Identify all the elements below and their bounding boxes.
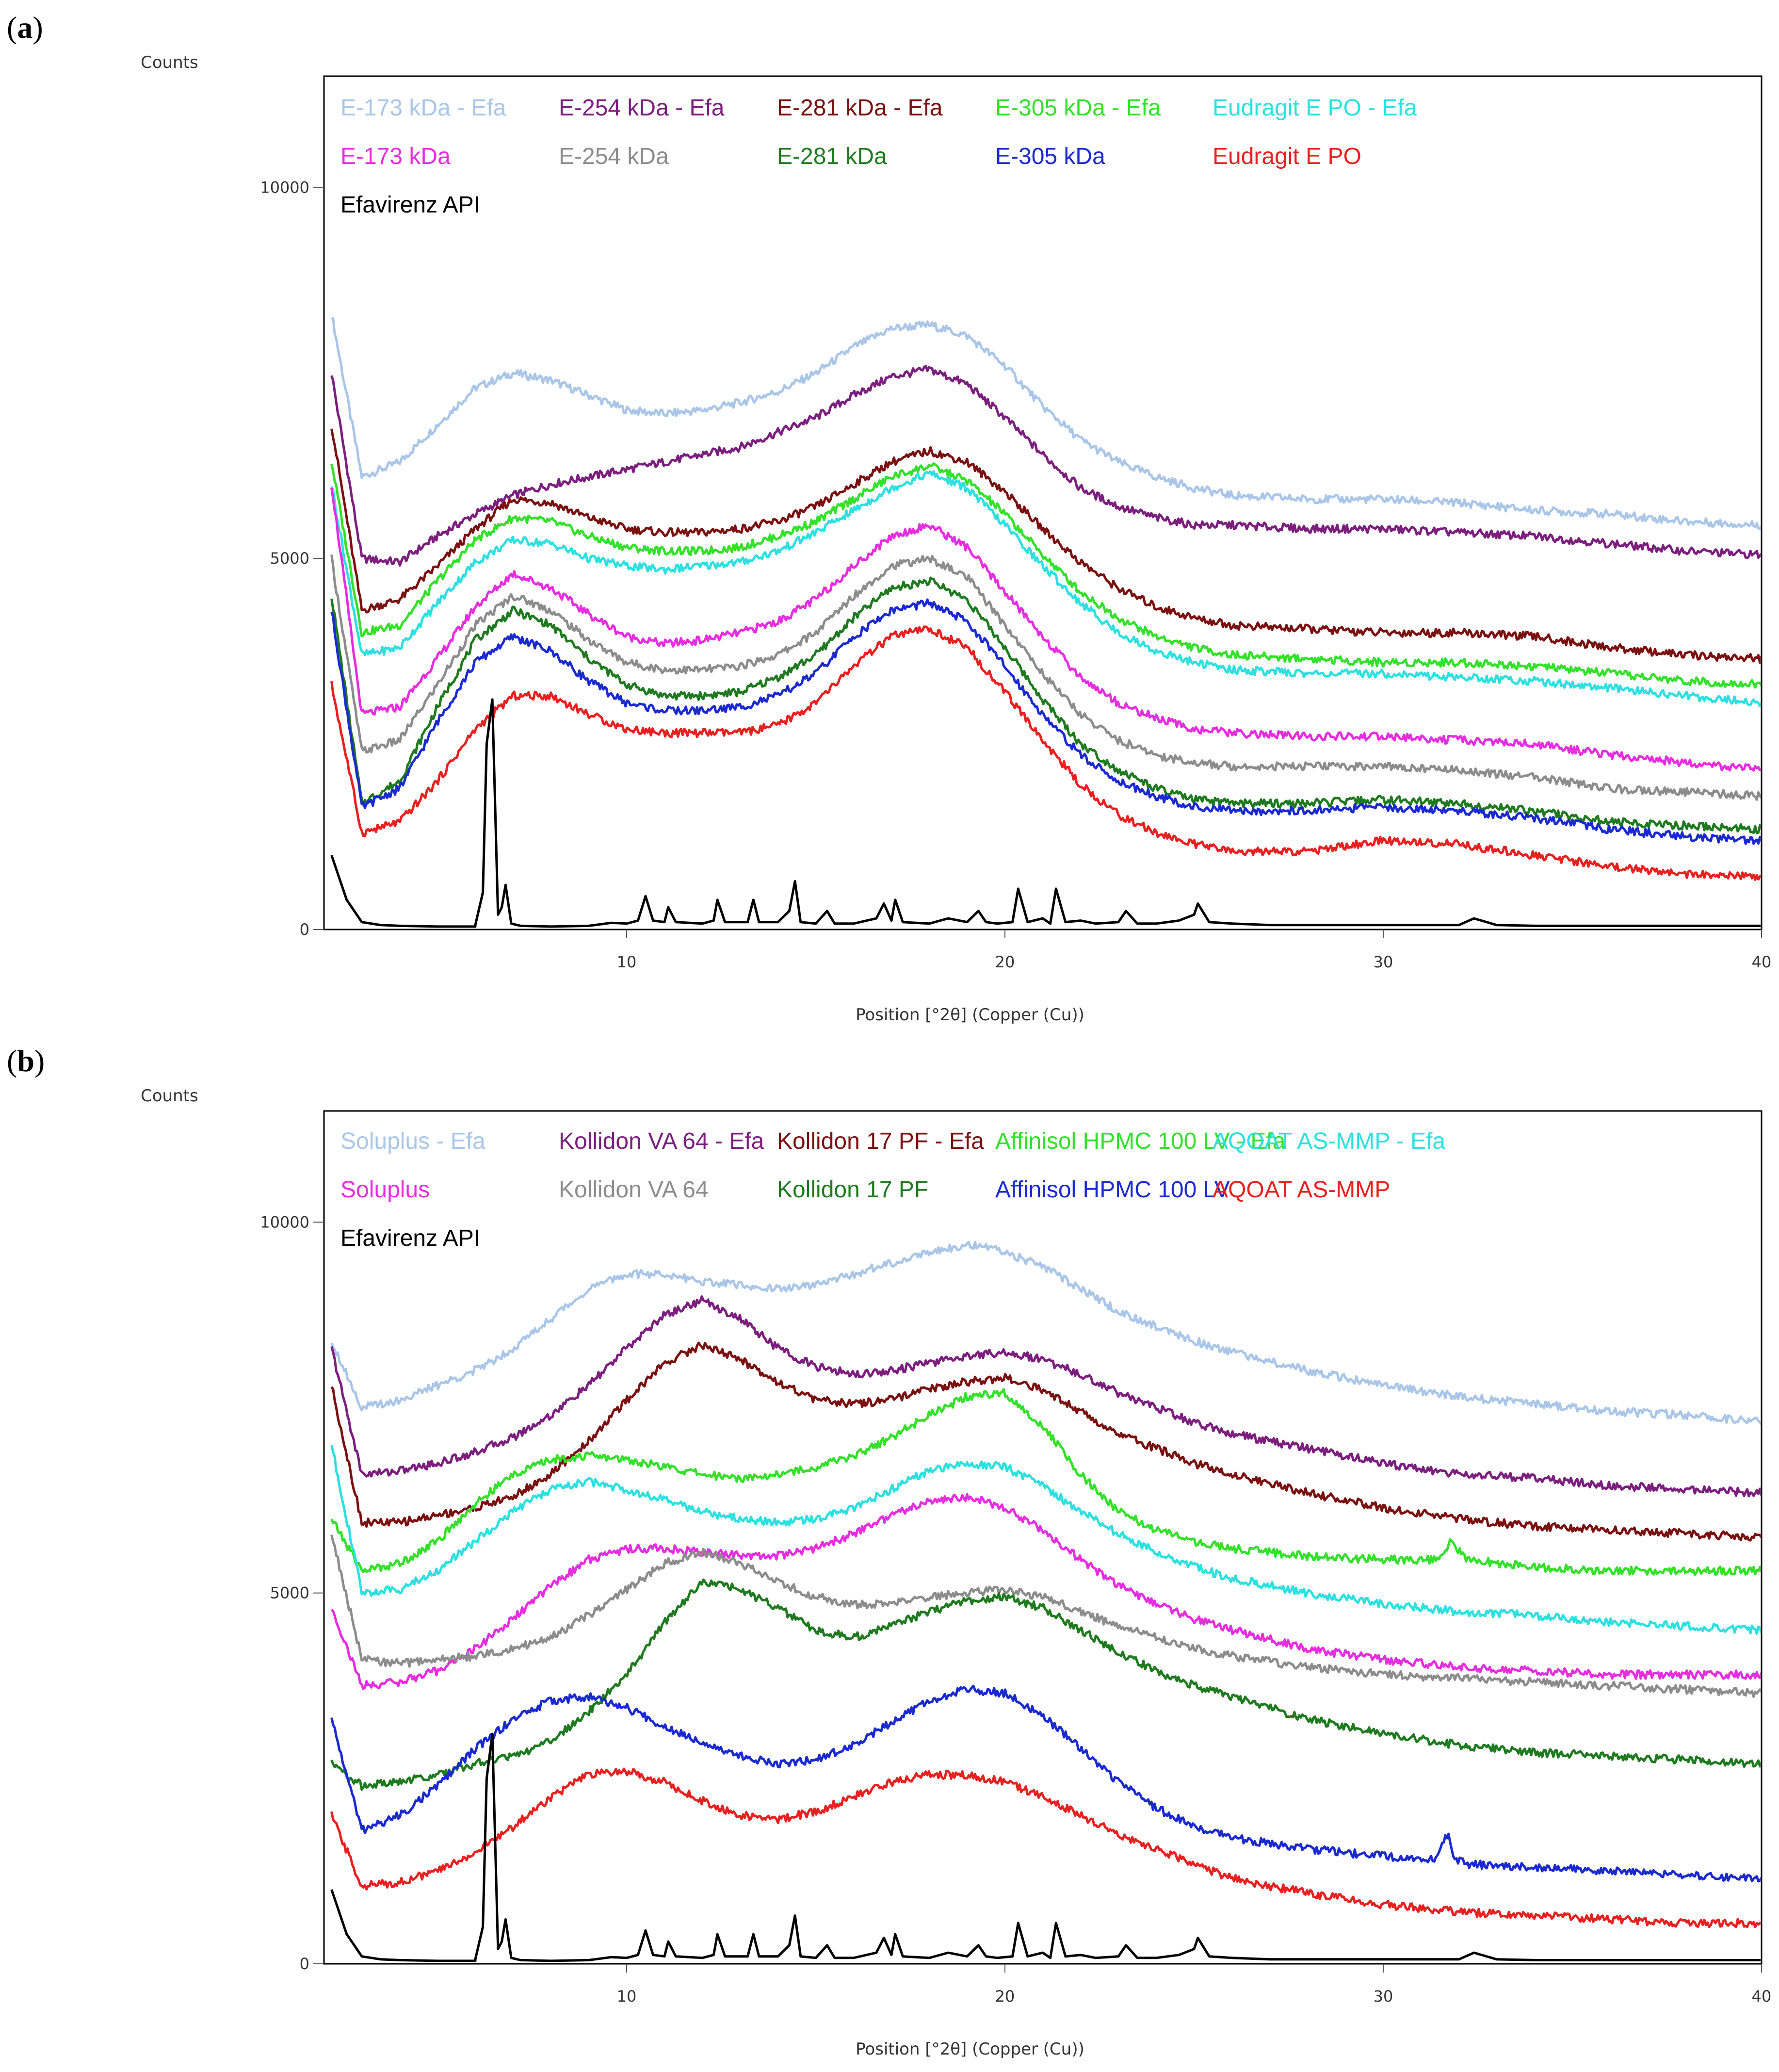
series-line-2 xyxy=(330,1295,1761,1498)
panel-label: (a) xyxy=(7,10,43,45)
legend-entry: Eudragit E PO - Efa xyxy=(1213,95,1417,121)
panel-b: (b) Counts 0 5000 10000 10 20 30 40 Position [°2θ… xyxy=(7,1044,1771,2059)
legend-entry: E-173 kDa xyxy=(340,144,451,169)
y-tick-label: 5000 xyxy=(270,1584,309,1602)
series-line-7 xyxy=(330,554,1761,801)
series-line-1 xyxy=(331,316,1761,530)
y-tick-label: 0 xyxy=(300,920,309,939)
series-line-10 xyxy=(330,625,1761,881)
y-tick-label: 10000 xyxy=(260,1213,309,1231)
legend-entry: Efavirenz API xyxy=(340,1225,480,1251)
legend-entry: AQOAT AS-MMP xyxy=(1213,1177,1390,1203)
x-tick-label: 40 xyxy=(1752,953,1772,971)
legend-entry: Soluplus xyxy=(340,1177,430,1203)
x-tick-label: 10 xyxy=(617,1987,637,2006)
series-line-5 xyxy=(330,1445,1761,1635)
y-tick-label: 5000 xyxy=(270,549,309,568)
series-line-8 xyxy=(330,576,1761,834)
series-group xyxy=(330,316,1761,928)
legend-entry: E-173 kDa - Efa xyxy=(340,95,506,121)
legend-entry: E-305 kDa - Efa xyxy=(995,95,1161,121)
x-tick-label: 30 xyxy=(1374,953,1393,971)
x-tick-label: 20 xyxy=(995,1987,1015,2006)
series-line-3 xyxy=(330,428,1761,664)
x-axis-label: Position [°2θ] (Copper (Cu)) xyxy=(856,2039,1084,2059)
plot-frame xyxy=(323,1110,1763,1965)
x-tick-label: 30 xyxy=(1374,1987,1393,2006)
y-tick-label: 10000 xyxy=(260,178,309,196)
x-axis-label: Position [°2θ] (Copper (Cu)) xyxy=(856,1005,1084,1025)
series-group xyxy=(330,1240,1761,1962)
legend-entry: Eudragit E PO xyxy=(1213,144,1361,169)
series-line-11 xyxy=(330,1732,1761,1962)
plot-frame xyxy=(323,75,1763,930)
series-line-5 xyxy=(330,470,1761,708)
y-axis-label: Counts xyxy=(141,1086,198,1106)
y-tick-label: 0 xyxy=(300,1955,309,1973)
series-line-1 xyxy=(330,1240,1761,1425)
x-tick-label: 20 xyxy=(995,953,1015,971)
legend-entry: AQOAT AS-MMP - Efa xyxy=(1213,1128,1445,1154)
panel-a: (a) Counts 0 5000 10000 10 20 30 40 Position [°2θ… xyxy=(7,10,1771,1025)
series-line-2 xyxy=(330,365,1761,567)
series-line-4 xyxy=(330,462,1761,689)
legend-entry: E-305 kDa xyxy=(995,144,1105,169)
series-line-3 xyxy=(330,1341,1761,1542)
series-line-10 xyxy=(330,1767,1761,1928)
legend-entry: Efavirenz API xyxy=(340,192,480,218)
legend-entry: Affinisol HPMC 100 LV xyxy=(995,1177,1230,1203)
legend-entry: E-254 kDa - Efa xyxy=(559,95,725,121)
y-axis-label: Counts xyxy=(141,53,198,72)
series-line-8 xyxy=(330,1578,1761,1791)
legend-entry: E-254 kDa xyxy=(559,144,669,169)
series-line-7 xyxy=(330,1534,1761,1698)
legend-entry: E-281 kDa - Efa xyxy=(777,95,943,121)
legend-entry: Kollidon 17 PF - Efa xyxy=(777,1128,984,1154)
legend-entry: Kollidon 17 PF xyxy=(777,1177,928,1203)
x-tick-label: 40 xyxy=(1752,1987,1772,2006)
series-line-11 xyxy=(330,698,1761,928)
series-line-9 xyxy=(330,1684,1761,1883)
x-tick-label: 10 xyxy=(617,953,637,971)
legend-entry: Affinisol HPMC 100 LV - Efa xyxy=(995,1128,1286,1154)
series-line-6 xyxy=(330,488,1761,772)
legend-entry: E-281 kDa xyxy=(777,144,887,169)
legend-entry: Kollidon VA 64 - Efa xyxy=(559,1128,764,1154)
legend-entry: Soluplus - Efa xyxy=(340,1128,485,1154)
series-line-6 xyxy=(330,1493,1761,1690)
series-line-4 xyxy=(330,1388,1761,1576)
series-line-9 xyxy=(330,598,1761,845)
panel-label: (b) xyxy=(7,1044,45,1078)
legend-entry: Kollidon VA 64 xyxy=(559,1177,709,1203)
